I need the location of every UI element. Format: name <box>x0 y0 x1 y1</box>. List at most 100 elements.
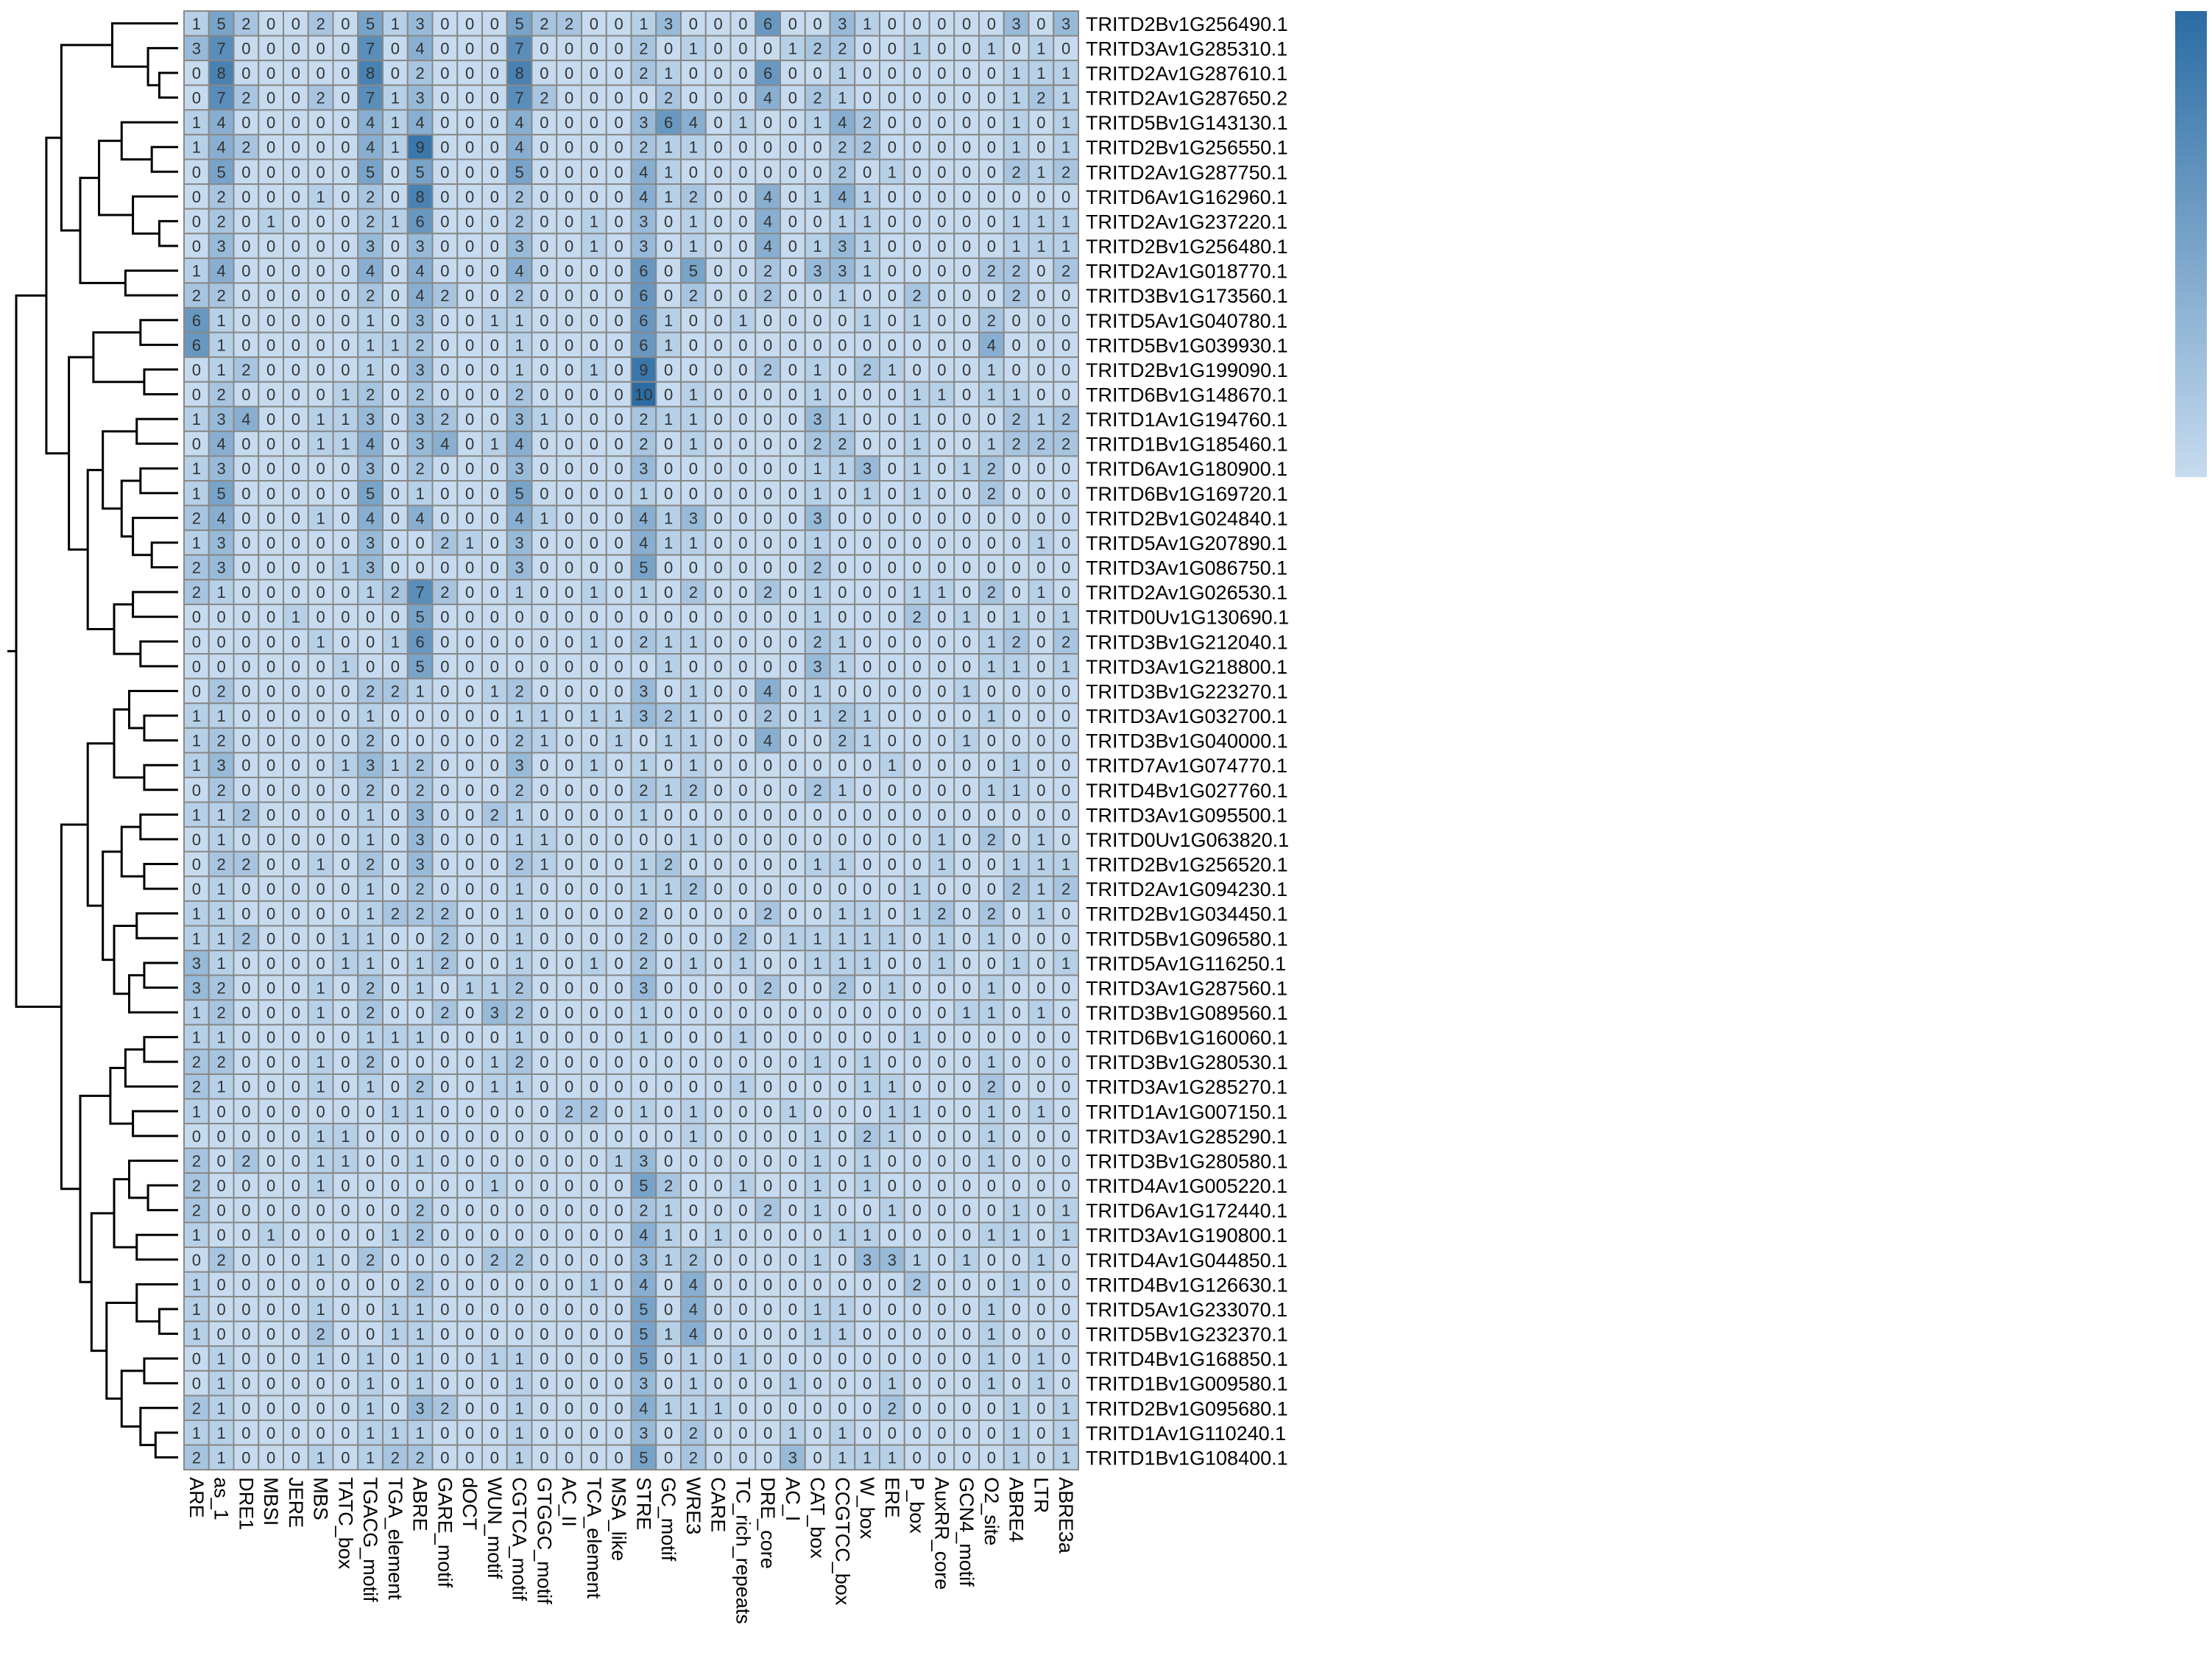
cell-value: 0 <box>540 435 548 454</box>
heatmap-cell <box>755 60 781 86</box>
cell-value: 0 <box>391 361 400 379</box>
cell-value: 0 <box>465 1004 474 1022</box>
cell-value: 0 <box>515 632 524 651</box>
cell-value: 4 <box>440 435 449 454</box>
cell-value: 2 <box>241 89 250 107</box>
cell-value: 0 <box>937 805 946 824</box>
dendrogram-branch <box>45 136 69 455</box>
heatmap-cell <box>481 109 508 135</box>
cell-value: 0 <box>540 385 548 403</box>
cell-value: 0 <box>391 459 400 478</box>
cell-value: 0 <box>714 732 723 750</box>
cell-value: 0 <box>341 1029 350 1047</box>
heatmap-cell <box>208 35 235 62</box>
cell-value: 0 <box>465 1177 474 1195</box>
cell-value: 0 <box>241 534 250 552</box>
cell-value: 0 <box>565 1251 573 1269</box>
cell-value: 0 <box>266 262 275 281</box>
cell-value: 0 <box>689 608 698 627</box>
cell-value: 0 <box>341 682 350 700</box>
heatmap-cell <box>332 208 359 235</box>
cell-value: 2 <box>664 1177 673 1195</box>
cell-value: 0 <box>937 1029 946 1047</box>
cell-value: 0 <box>317 262 325 281</box>
cell-value: 2 <box>763 286 772 305</box>
cell-value: 1 <box>987 1350 996 1368</box>
cell-value: 0 <box>440 509 449 527</box>
cell-value: 1 <box>738 113 747 132</box>
cell-value: 0 <box>615 138 623 157</box>
cell-value: 0 <box>341 856 350 874</box>
cell-value: 1 <box>391 1300 400 1319</box>
cell-value: 3 <box>639 682 648 700</box>
row-label: TRITD3Av1G285270.1 <box>1086 1076 1287 1099</box>
cell-value: 0 <box>788 1275 797 1294</box>
cell-value: 0 <box>788 1251 797 1269</box>
cell-value: 0 <box>838 484 847 503</box>
heatmap-cell <box>605 282 632 308</box>
cell-value: 0 <box>664 1127 673 1146</box>
cell-value: 0 <box>590 1424 598 1442</box>
dendrogram-branch <box>60 43 113 232</box>
cell-value: 0 <box>714 286 723 305</box>
cell-value: 0 <box>266 978 275 997</box>
cell-value: 0 <box>217 632 226 651</box>
dendrogram-branch <box>154 1431 178 1459</box>
cell-value: 2 <box>317 15 325 33</box>
cell-value: 0 <box>888 1275 897 1294</box>
heatmap-cell <box>233 233 260 259</box>
cell-value: 1 <box>1036 64 1045 82</box>
cell-value: 2 <box>639 39 648 57</box>
cell-value: 1 <box>987 978 996 997</box>
cell-value: 9 <box>416 138 425 157</box>
cell-value: 1 <box>987 781 996 800</box>
cell-value: 3 <box>416 831 425 849</box>
cell-value: 0 <box>1036 805 1045 824</box>
cell-value: 0 <box>813 15 822 33</box>
cell-value: 0 <box>937 113 946 132</box>
cell-value: 1 <box>217 311 226 330</box>
cell-value: 1 <box>341 756 350 775</box>
cell-value: 0 <box>813 1399 822 1417</box>
cell-value: 0 <box>1061 905 1070 923</box>
cell-value: 0 <box>987 1251 996 1269</box>
cell-value: 0 <box>490 385 499 403</box>
row-label: TRITD3Bv1G173560.1 <box>1086 285 1288 307</box>
cell-value: 3 <box>366 410 375 429</box>
heatmap-cell <box>208 406 235 432</box>
cell-value: 1 <box>639 856 648 874</box>
cell-value: 0 <box>341 1177 350 1195</box>
cell-value: 0 <box>341 138 350 157</box>
cell-value: 0 <box>788 361 797 379</box>
cell-value: 1 <box>664 1325 673 1344</box>
cell-value: 0 <box>416 732 425 750</box>
heatmap-cell <box>605 158 632 186</box>
cell-value: 0 <box>490 583 499 602</box>
cell-value: 0 <box>241 732 250 750</box>
cell-value: 0 <box>888 1029 897 1047</box>
cell-value: 1 <box>813 682 822 700</box>
cell-value: 2 <box>440 286 449 305</box>
cell-value: 2 <box>217 732 226 750</box>
cell-value: 0 <box>664 1300 673 1319</box>
cell-value: 0 <box>440 732 449 750</box>
cell-value: 2 <box>515 188 524 206</box>
cell-value: 1 <box>317 188 325 206</box>
cell-value: 0 <box>291 1078 300 1096</box>
cell-value: 0 <box>490 1226 499 1244</box>
cell-value: 0 <box>863 880 872 898</box>
cell-value: 1 <box>590 632 598 651</box>
cell-value: 3 <box>888 1251 897 1269</box>
cell-value: 0 <box>217 1226 226 1244</box>
cell-value: 0 <box>266 188 275 206</box>
heatmap-cell <box>630 356 657 383</box>
color-legend: 0246810 <box>2175 11 2207 477</box>
cell-value: 0 <box>291 336 300 354</box>
cell-value: 0 <box>987 1399 996 1417</box>
cell-value: 0 <box>366 1127 375 1146</box>
cell-value: 0 <box>763 632 772 651</box>
cell-value: 0 <box>440 805 449 824</box>
cell-value: 0 <box>913 657 922 676</box>
cell-value: 1 <box>1036 1251 1045 1269</box>
cell-value: 0 <box>440 89 449 107</box>
